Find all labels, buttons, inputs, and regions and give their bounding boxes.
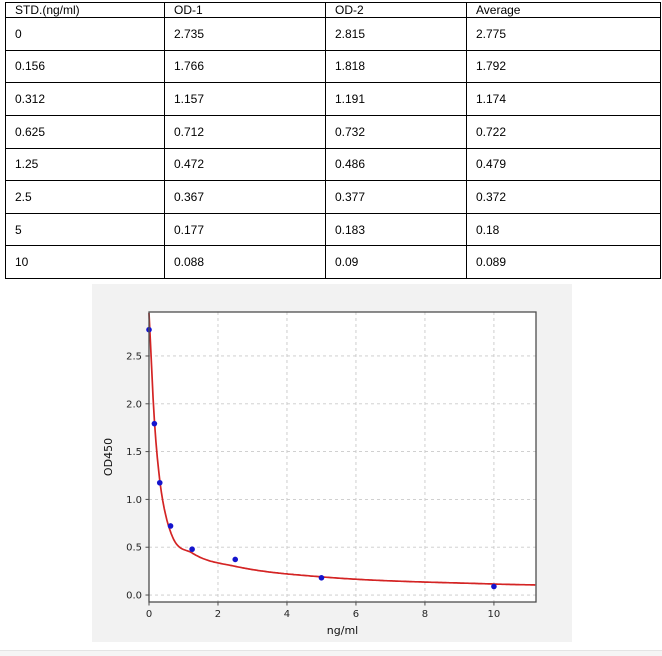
table-row: 1.25 0.472 0.486 0.479 (5, 147, 661, 182)
table-cell: 0.486 (325, 147, 467, 182)
table-cell: 0.472 (164, 147, 326, 182)
table-cell: 10 (5, 245, 165, 279)
table-cell: 0.09 (325, 245, 467, 279)
table-cell: 0 (5, 17, 165, 51)
table-cell: 1.766 (164, 49, 326, 84)
table-cell: 5 (5, 212, 165, 247)
table-cell: 1.25 (5, 147, 165, 182)
y-tick-label: 0.0 (126, 591, 142, 602)
page-bottom-strip (0, 650, 662, 656)
data-point (151, 420, 158, 427)
table-cell: 1.191 (325, 82, 467, 116)
col-header-od2: OD-2 (325, 2, 467, 18)
x-tick-label: 0 (146, 609, 152, 620)
table-cell: 2.815 (325, 17, 467, 51)
table-cell: 0.367 (164, 180, 326, 214)
x-tick-label: 6 (353, 609, 359, 620)
x-tick-label: 4 (284, 609, 290, 620)
col-header-average: Average (466, 2, 661, 18)
table-header-row: STD.(ng/ml) OD-1 OD-2 Average (5, 2, 661, 18)
table-cell: 0.377 (325, 180, 467, 214)
table-cell: 0.089 (466, 245, 661, 279)
table-row: 0 2.735 2.815 2.775 (5, 17, 661, 51)
table-cell: 0.722 (466, 114, 661, 149)
table-cell: 0.18 (466, 212, 661, 247)
table-cell: 2.5 (5, 180, 165, 214)
y-tick-label: 2.5 (126, 351, 142, 362)
table-row: 0.156 1.766 1.818 1.792 (5, 49, 661, 84)
table-cell: 1.792 (466, 49, 661, 84)
table-cell: 1.157 (164, 82, 326, 116)
data-point (189, 546, 195, 553)
x-tick-label: 8 (422, 609, 428, 620)
y-axis-label: OD450 (102, 438, 115, 476)
col-header-std: STD.(ng/ml) (5, 2, 165, 18)
plot-area (149, 312, 536, 602)
standard-curve-figure: 0 2 4 6 8 10 0.0 0.5 1.0 1.5 2.0 2.5 ng/ml OD450 (92, 284, 572, 642)
table-cell: 1.818 (325, 49, 467, 84)
data-point (318, 575, 325, 581)
col-header-od1: OD-1 (164, 2, 326, 18)
table-cell: 0.312 (5, 82, 165, 116)
data-point (491, 583, 497, 590)
data-point (156, 479, 163, 486)
table-cell: 0.156 (5, 49, 165, 84)
table-cell: 1.174 (466, 82, 661, 116)
table-cell: 0.088 (164, 245, 326, 279)
table-cell: 0.372 (466, 180, 661, 214)
fit-curve (148, 312, 536, 586)
x-tick-label: 2 (215, 609, 221, 620)
table-row: 0.312 1.157 1.191 1.174 (5, 82, 661, 116)
x-tick-label: 10 (488, 609, 501, 620)
table-row: 0.625 0.712 0.732 0.722 (5, 114, 661, 149)
standards-table: STD.(ng/ml) OD-1 OD-2 Average 0 2.735 2.81… (5, 2, 661, 279)
x-axis-label: ng/ml (327, 624, 358, 637)
table-cell: 0.625 (5, 114, 165, 149)
table-cell: 0.183 (325, 212, 467, 247)
y-tick-label: 2.0 (126, 399, 142, 410)
standards-table-body: 0 2.735 2.815 2.775 0.156 1.766 1.818 1.792 0.31… (5, 17, 661, 279)
table-row: 2.5 0.367 0.377 0.372 (5, 180, 661, 214)
plot-spines (148, 311, 537, 603)
y-tick-label: 1.0 (126, 495, 142, 506)
table-cell: 2.775 (466, 17, 661, 51)
table-row: 10 0.088 0.09 0.089 (5, 245, 661, 279)
table-cell: 0.479 (466, 147, 661, 182)
y-tick-label: 0.5 (126, 543, 142, 554)
data-point (232, 556, 239, 563)
table-cell: 0.732 (325, 114, 467, 149)
table-cell: 2.735 (164, 17, 326, 51)
table-cell: 0.712 (164, 114, 326, 149)
standard-curve-plot: 0 2 4 6 8 10 0.0 0.5 1.0 1.5 2.0 2.5 ng/ml OD450 (102, 311, 537, 637)
y-tick-label: 1.5 (126, 447, 142, 458)
table-row: 5 0.177 0.183 0.18 (5, 212, 661, 247)
table-cell: 0.177 (164, 212, 326, 247)
data-point (167, 523, 174, 529)
